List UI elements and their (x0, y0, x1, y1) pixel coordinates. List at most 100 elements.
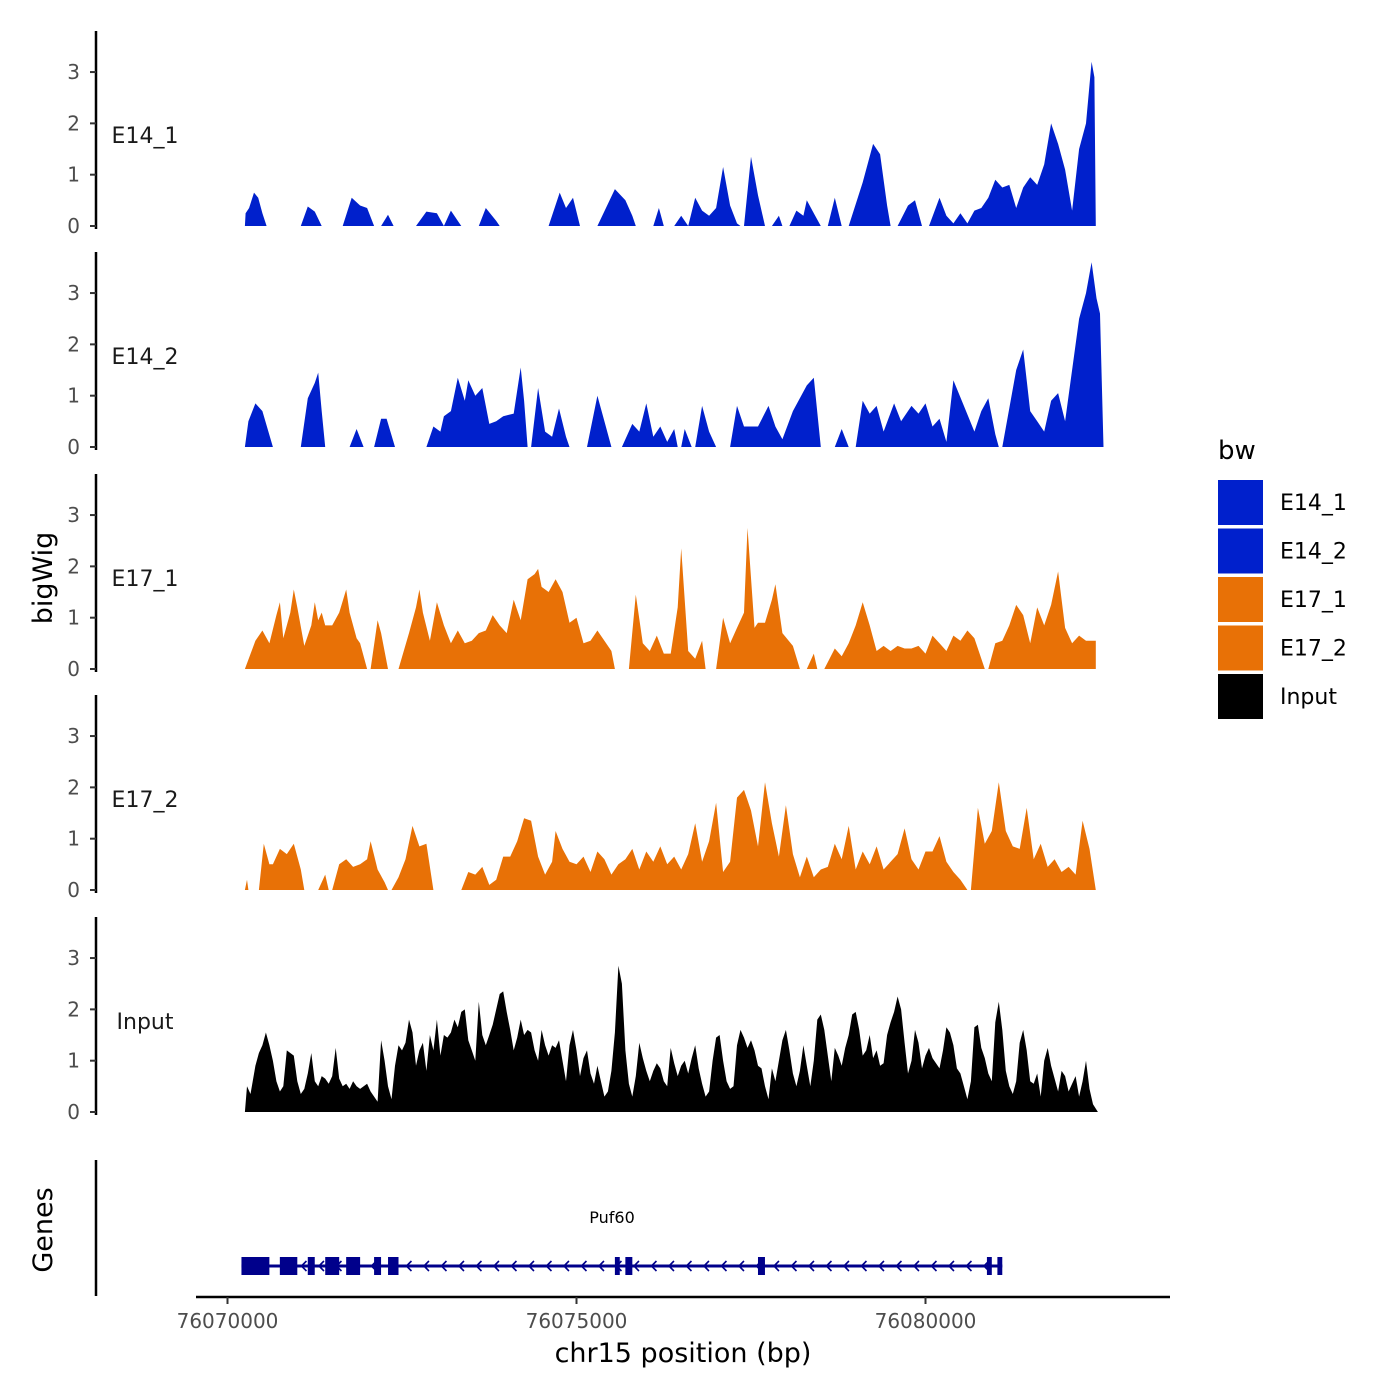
exon-0 (241, 1257, 270, 1275)
track-label-E14_2: E14_2 (112, 345, 179, 370)
panel-E17_2: 0 1 2 3 E17_2 (67, 695, 1096, 902)
strand-arrow-31 (842, 1260, 850, 1272)
legend-title: bw (1218, 436, 1256, 466)
track-label-Input: Input (117, 1010, 174, 1035)
panel-Input: 0 1 2 3 Input (67, 917, 1098, 1124)
y-tick-label-E17_1-3: 3 (67, 503, 80, 527)
strand-arrow-33 (877, 1260, 885, 1272)
legend-label-E17_1: E17_1 (1280, 588, 1347, 613)
legend-swatch-E14_2 (1218, 528, 1263, 574)
legend-swatch-E14_1 (1218, 480, 1263, 525)
legend-swatch-Input (1218, 674, 1263, 719)
strand-arrow-19 (632, 1260, 640, 1272)
strand-arrow-12 (510, 1260, 518, 1272)
strand-arrow-28 (790, 1260, 798, 1272)
x-tick-label-76075000: 76075000 (526, 1309, 628, 1333)
y-tick-label-Input-3: 3 (67, 946, 80, 970)
exon-11 (997, 1257, 1003, 1275)
x-axis-ticks: 76070000 76075000 76080000 (177, 1297, 976, 1333)
strand-arrow-35 (912, 1260, 920, 1272)
track-panels: 0 1 2 3 E14_1 0 1 2 3 E14_2 0 1 2 3 E17_1 0 1 2 3 E17_2 0 1 2 3… (67, 31, 1104, 1124)
legend-label-E14_1: E14_1 (1280, 491, 1347, 516)
y-tick-label-E14_2-2: 2 (67, 332, 80, 356)
y-tick-label-Input-0: 0 (67, 1100, 80, 1124)
exon-5 (374, 1257, 382, 1275)
y-tick-label-E17_1-1: 1 (67, 606, 80, 630)
exon-4 (346, 1257, 361, 1275)
strand-arrow-37 (947, 1260, 955, 1272)
exon-3 (325, 1257, 340, 1275)
strand-arrow-14 (545, 1260, 553, 1272)
panel-E17_1: 0 1 2 3 E17_1 (67, 474, 1096, 681)
legend-label-E14_2: E14_2 (1280, 540, 1347, 565)
gene-name-label: Puf60 (589, 1208, 635, 1227)
coverage-area-E17_1 (244, 527, 1096, 669)
y-tick-label-E17_2-3: 3 (67, 724, 80, 748)
y-tick-label-E14_2-3: 3 (67, 281, 80, 305)
y-tick-label-E17_2-2: 2 (67, 775, 80, 799)
strand-arrow-27 (772, 1260, 780, 1272)
legend: bw E14_1 E14_2 E17_1 E17_2 Input (1218, 436, 1347, 719)
strand-arrow-38 (965, 1260, 973, 1272)
gene-model-puf60 (241, 1257, 1003, 1275)
strand-arrow-17 (597, 1260, 605, 1272)
strand-arrow-32 (860, 1260, 868, 1272)
gene-track-panel: Puf60 76070000 76075000 76080000 (94, 1160, 1170, 1333)
strand-arrow-15 (562, 1260, 570, 1272)
coverage-area-E17_2 (244, 782, 1096, 890)
strand-arrow-10 (475, 1260, 483, 1272)
strand-arrow-8 (440, 1260, 448, 1272)
y-tick-label-E17_2-1: 1 (67, 827, 80, 851)
legend-swatch-E17_2 (1218, 625, 1263, 671)
strand-arrow-29 (807, 1260, 815, 1272)
panel-E14_1: 0 1 2 3 E14_1 (67, 31, 1096, 238)
strand-arrow-21 (667, 1260, 675, 1272)
exon-2 (307, 1257, 315, 1275)
y-tick-label-E14_1-0: 0 (67, 214, 80, 238)
y-tick-label-E14_1-2: 2 (67, 111, 80, 135)
strand-arrow-30 (825, 1260, 833, 1272)
y-axis-title: bigWig (28, 532, 59, 625)
track-label-E17_2: E17_2 (112, 788, 179, 813)
coverage-area-E14_2 (244, 262, 1104, 447)
strand-arrow-11 (492, 1260, 500, 1272)
exon-9 (757, 1257, 765, 1275)
strand-arrow-36 (930, 1260, 938, 1272)
strand-arrow-0 (300, 1260, 308, 1272)
y-tick-label-E14_1-3: 3 (67, 60, 80, 84)
y-tick-label-E14_1-1: 1 (67, 163, 80, 187)
legend-swatch-E17_1 (1218, 577, 1263, 622)
strand-arrow-34 (895, 1260, 903, 1272)
strand-arrow-20 (650, 1260, 658, 1272)
track-label-E14_1: E14_1 (112, 124, 179, 149)
genes-axis-title: Genes (28, 1187, 59, 1272)
exon-8 (625, 1257, 633, 1275)
y-tick-label-Input-1: 1 (67, 1049, 80, 1073)
legend-items: E14_1 E14_2 E17_1 E17_2 Input (1218, 480, 1347, 719)
exon-10 (986, 1257, 992, 1275)
legend-label-E17_2: E17_2 (1280, 637, 1347, 662)
strand-arrow-16 (580, 1260, 588, 1272)
x-tick-label-76070000: 76070000 (177, 1309, 279, 1333)
y-tick-label-Input-2: 2 (67, 997, 80, 1021)
y-tick-label-E17_2-0: 0 (67, 878, 80, 902)
strand-arrow-13 (527, 1260, 535, 1272)
strand-arrow-24 (720, 1260, 728, 1272)
panel-E14_2: 0 1 2 3 E14_2 (67, 252, 1104, 459)
exon-7 (614, 1257, 620, 1275)
strand-arrow-6 (405, 1260, 413, 1272)
strand-arrow-25 (737, 1260, 745, 1272)
strand-arrow-9 (457, 1260, 465, 1272)
exon-1 (279, 1257, 298, 1275)
y-tick-label-E14_2-0: 0 (67, 435, 80, 459)
coverage-area-Input (244, 965, 1098, 1112)
strand-arrow-1 (317, 1260, 325, 1272)
exon-6 (388, 1257, 399, 1275)
coverage-area-E14_1 (244, 61, 1096, 226)
track-label-E17_1: E17_1 (112, 567, 179, 592)
y-tick-label-E17_1-2: 2 (67, 554, 80, 578)
y-tick-label-E14_2-1: 1 (67, 384, 80, 408)
legend-label-Input: Input (1280, 685, 1337, 710)
y-tick-label-E17_1-0: 0 (67, 657, 80, 681)
